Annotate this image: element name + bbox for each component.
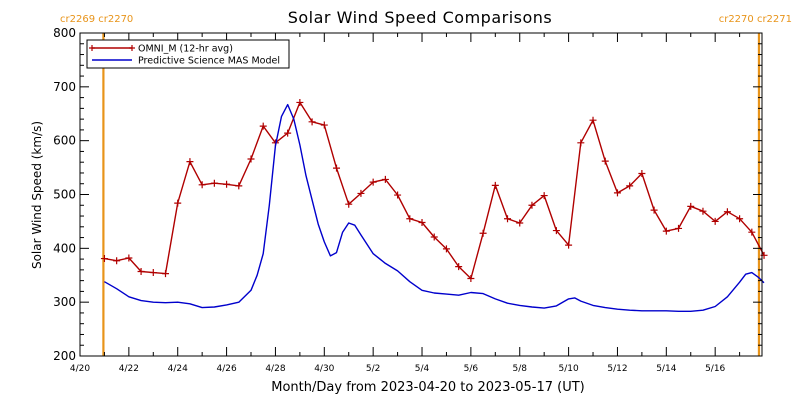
carrington-marker-label: cr2269 cr2270 bbox=[60, 14, 133, 25]
y-tick-label: 800 bbox=[53, 26, 76, 40]
data-point bbox=[369, 178, 377, 186]
data-point bbox=[723, 208, 731, 216]
y-tick-label: 600 bbox=[53, 134, 76, 148]
data-point bbox=[223, 180, 231, 188]
data-point bbox=[113, 257, 121, 265]
data-point bbox=[613, 189, 621, 197]
data-point bbox=[149, 269, 157, 277]
data-point bbox=[540, 192, 548, 200]
x-tick-label: 4/30 bbox=[314, 364, 334, 374]
data-point bbox=[736, 215, 744, 223]
data-point bbox=[455, 263, 463, 271]
y-tick-label: 300 bbox=[53, 295, 76, 309]
data-point bbox=[100, 255, 108, 263]
x-tick-label: 5/8 bbox=[512, 364, 527, 374]
data-point bbox=[601, 157, 609, 165]
data-point bbox=[430, 233, 438, 241]
data-point bbox=[516, 219, 524, 227]
axes-layer: 200 300 400 500 600 700 800 4/20 4/22 4/24 4/26 4/2… bbox=[53, 26, 763, 374]
data-point bbox=[626, 182, 634, 190]
x-tick-label: 5/2 bbox=[366, 364, 380, 374]
data-point bbox=[174, 199, 182, 207]
data-point bbox=[565, 241, 573, 249]
x-tick-label: 5/14 bbox=[656, 364, 676, 374]
legend-label: OMNI_M (12-hr avg) bbox=[138, 44, 233, 55]
series-layer bbox=[100, 98, 768, 312]
x-axis-label: Month/Day from 2023-04-20 to 2023-05-17 … bbox=[271, 380, 584, 395]
data-point bbox=[357, 189, 365, 197]
data-point bbox=[589, 116, 597, 124]
y-tick-label: 700 bbox=[53, 80, 76, 94]
y-tick-label: 200 bbox=[53, 349, 76, 363]
data-point bbox=[467, 274, 475, 282]
x-tick-label: 4/22 bbox=[119, 364, 139, 374]
data-point bbox=[687, 202, 695, 210]
data-point bbox=[577, 139, 585, 147]
data-point bbox=[491, 181, 499, 189]
legend-marker bbox=[129, 45, 135, 51]
legend-box bbox=[86, 39, 290, 69]
data-point bbox=[308, 118, 316, 126]
data-point bbox=[125, 254, 133, 262]
carrington-marker-label: cr2270 cr2271 bbox=[719, 14, 792, 25]
data-point bbox=[333, 164, 341, 172]
data-point bbox=[504, 215, 512, 223]
data-point bbox=[638, 170, 646, 178]
data-point bbox=[259, 122, 267, 130]
plot-frame bbox=[79, 32, 763, 357]
data-point bbox=[675, 224, 683, 232]
x-tick-label: 5/16 bbox=[705, 364, 725, 374]
data-point bbox=[699, 207, 707, 215]
data-point bbox=[552, 227, 560, 235]
data-point bbox=[345, 200, 353, 208]
data-point bbox=[186, 158, 194, 166]
x-tick-label: 5/10 bbox=[558, 364, 578, 374]
data-point bbox=[479, 229, 487, 237]
x-tick-label: 4/24 bbox=[168, 364, 188, 374]
x-tick-label: 4/20 bbox=[70, 364, 90, 374]
data-point bbox=[711, 217, 719, 225]
legend-label: Predictive Science MAS Model bbox=[138, 56, 280, 67]
x-tick-label: 4/28 bbox=[265, 364, 285, 374]
data-point bbox=[394, 191, 402, 199]
x-tick-label: 5/6 bbox=[464, 364, 479, 374]
data-point bbox=[210, 179, 218, 187]
data-point bbox=[198, 181, 206, 189]
y-tick-label: 500 bbox=[53, 188, 76, 202]
x-tick-label: 4/26 bbox=[216, 364, 236, 374]
data-point bbox=[162, 270, 170, 278]
x-tick-label: 5/4 bbox=[415, 364, 430, 374]
series-line-mas-model bbox=[104, 103, 765, 312]
data-point bbox=[406, 215, 414, 223]
data-point bbox=[662, 227, 670, 235]
data-point bbox=[235, 182, 243, 190]
legend-marker bbox=[89, 45, 95, 51]
data-point bbox=[418, 218, 426, 226]
data-point bbox=[748, 228, 756, 236]
data-point bbox=[381, 175, 389, 183]
data-point bbox=[528, 201, 536, 209]
data-point bbox=[442, 245, 450, 253]
data-point bbox=[320, 121, 328, 129]
chart-title: Solar Wind Speed Comparisons bbox=[288, 8, 553, 27]
data-point bbox=[296, 98, 304, 106]
x-tick-label: 5/12 bbox=[607, 364, 627, 374]
data-point bbox=[247, 155, 255, 163]
series-line-omni bbox=[104, 101, 765, 280]
y-tick-label: 400 bbox=[53, 241, 76, 255]
legend: OMNI_M (12-hr avg)Predictive Science MAS… bbox=[86, 39, 290, 69]
y-axis-label: Solar Wind Speed (km/s) bbox=[30, 121, 44, 269]
data-point bbox=[137, 267, 145, 275]
data-point bbox=[284, 129, 292, 137]
data-point bbox=[650, 206, 658, 214]
